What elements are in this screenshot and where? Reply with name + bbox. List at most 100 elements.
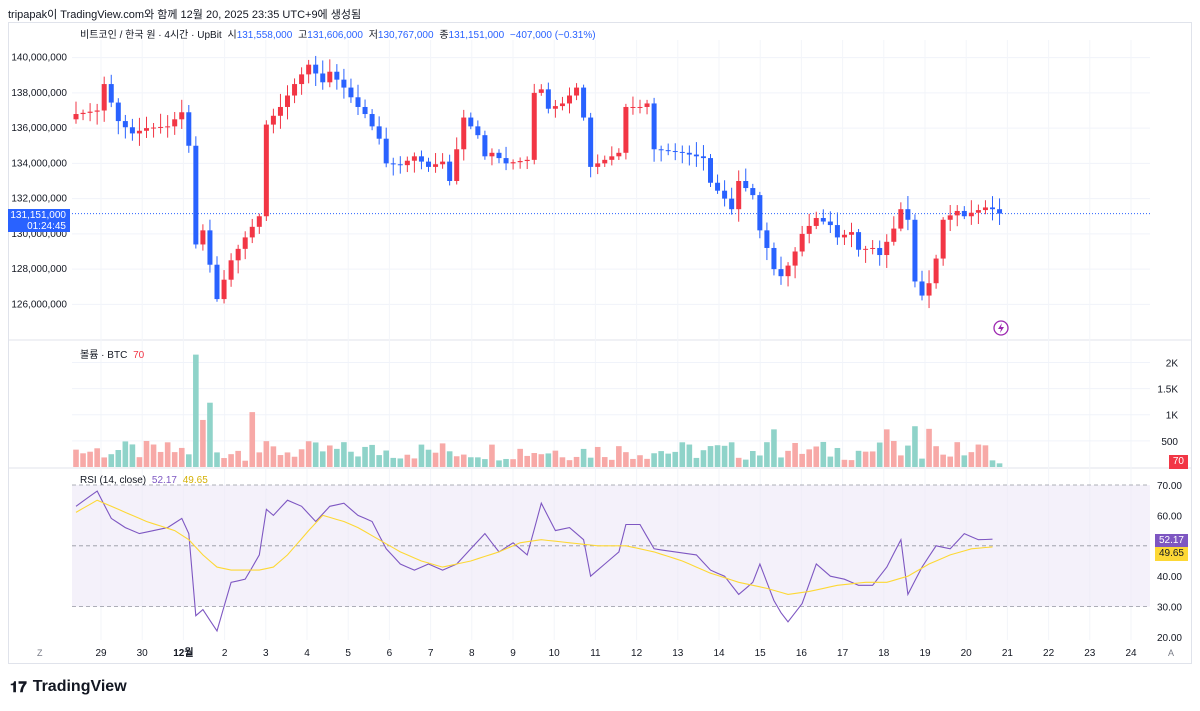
- candle-body: [496, 152, 502, 159]
- candle-body: [820, 218, 826, 222]
- volume-bar: [665, 453, 671, 467]
- volume-bar: [594, 446, 601, 467]
- volume-bar: [637, 455, 643, 467]
- volume-bar: [242, 460, 248, 467]
- high-value: 131,606,000: [307, 30, 363, 41]
- volume-bar: [214, 452, 220, 467]
- volume-bar: [418, 444, 425, 467]
- open-label: 시: [227, 30, 237, 41]
- volume-bar: [164, 442, 171, 467]
- volume-bar: [912, 426, 918, 467]
- volume-bar: [489, 444, 495, 467]
- candle-body: [574, 87, 580, 96]
- volume-bar: [305, 441, 312, 467]
- x-tick-label: 14: [713, 648, 725, 659]
- candle-body: [637, 106, 643, 108]
- volume-bar: [503, 458, 509, 467]
- candle-body: [729, 198, 735, 210]
- candle-body: [679, 151, 685, 153]
- volume-bar: [524, 455, 530, 467]
- candle-body: [306, 64, 312, 75]
- volume-bar: [482, 459, 488, 467]
- volume-bar: [545, 453, 552, 467]
- volume-bar: [721, 445, 728, 467]
- volume-bar: [771, 429, 777, 467]
- candle-body: [510, 162, 516, 164]
- candle-body: [856, 232, 862, 250]
- price-grid: 140,000,000 138,000,000 136,000,000 134,000…: [11, 53, 1150, 310]
- candle-body: [214, 264, 220, 300]
- volume-bar: [348, 451, 354, 467]
- candle-body: [390, 163, 396, 165]
- rsi-ma-value: 49.65: [182, 475, 208, 486]
- volume-bar: [453, 456, 460, 467]
- volume-bar: [764, 442, 770, 467]
- candle-body: [489, 152, 495, 157]
- volume-bar: [221, 458, 227, 467]
- volume-bar: [390, 457, 397, 467]
- lightning-icon: [998, 323, 1004, 333]
- candle-body: [461, 117, 467, 150]
- x-tick-label: 2: [222, 648, 228, 659]
- volume-bar: [460, 454, 467, 467]
- volume-bar: [841, 459, 848, 467]
- volume-tick-label: 1.5K: [1157, 385, 1178, 396]
- volume-bar: [876, 442, 883, 467]
- candle-body: [968, 212, 974, 217]
- x-tick-label: 21: [1002, 648, 1014, 659]
- candle-body: [433, 164, 439, 167]
- candle-body: [982, 207, 988, 211]
- auto-scale-button[interactable]: A: [1168, 648, 1175, 658]
- x-tick-label: 8: [469, 648, 475, 659]
- volume-bar: [742, 459, 749, 467]
- candle-body: [877, 247, 883, 256]
- volume-bar: [538, 454, 545, 467]
- candle-body: [151, 127, 157, 129]
- volume-bar: [700, 450, 707, 467]
- candle-body: [997, 209, 1003, 214]
- volume-bar: [256, 452, 263, 467]
- candle-body: [122, 121, 128, 128]
- volume-bar: [905, 445, 911, 467]
- volume-label[interactable]: 볼륨 · BTC: [80, 350, 128, 361]
- y-tick-label: 132,000,000: [11, 194, 67, 205]
- volume-bar: [757, 455, 763, 467]
- symbol-label[interactable]: 비트코인 / 한국 원 · 4시간 · UpBit: [80, 30, 222, 41]
- candle-body: [228, 260, 234, 280]
- candle-body: [722, 190, 728, 199]
- candle-body: [778, 269, 784, 277]
- candle-body: [616, 152, 622, 157]
- candle-body: [905, 209, 911, 220]
- x-tick-label: 13: [672, 648, 684, 659]
- volume-bar: [651, 453, 657, 467]
- volume-bar: [573, 456, 580, 467]
- change-value: −407,000 (−0.31%): [509, 30, 596, 41]
- volume-bar: [566, 460, 573, 467]
- volume-bar: [891, 440, 897, 467]
- candle-body: [849, 232, 854, 235]
- candle-body: [813, 218, 819, 226]
- log-scale-button[interactable]: Z: [37, 648, 43, 658]
- volume-bar: [806, 449, 812, 467]
- volume-bar: [171, 452, 178, 467]
- candle-body: [581, 87, 587, 118]
- x-tick-label: 16: [796, 648, 808, 659]
- volume-bar: [658, 451, 664, 467]
- x-tick-label: 10: [549, 648, 561, 659]
- candle-body: [961, 210, 967, 217]
- close-label: 종: [439, 30, 449, 41]
- volume-bar: [496, 460, 502, 467]
- volume-bar: [672, 451, 679, 467]
- rsi-label[interactable]: RSI (14, close): [80, 475, 147, 486]
- candle-body: [94, 110, 100, 112]
- candle-body: [136, 130, 142, 134]
- candle-body: [249, 226, 255, 238]
- volume-bar: [848, 460, 855, 467]
- candle-body: [73, 114, 79, 120]
- candle-body: [475, 126, 481, 136]
- volume-bar: [630, 458, 636, 467]
- volume-bar: [87, 451, 93, 467]
- candle-body: [320, 73, 326, 83]
- volume-bar: [778, 457, 784, 467]
